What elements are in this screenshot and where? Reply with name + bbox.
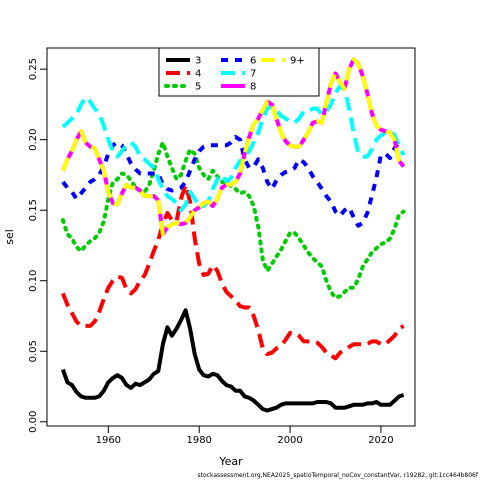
- legend-label: 7: [250, 69, 256, 80]
- legend-label: 8: [250, 82, 256, 93]
- x-tick-label: 2000: [277, 435, 302, 446]
- y-tick-label: 0.20: [28, 129, 39, 151]
- x-axis: 1960 1980 2000 2020: [96, 425, 394, 446]
- legend-label: 5: [195, 82, 201, 93]
- legend: 3 4 5 6 7 8 9+: [158, 47, 320, 97]
- footnote: stockassessment.org,NEA2025_spatioTempor…: [198, 472, 479, 479]
- series-line-5: [60, 140, 406, 300]
- series-layer: [60, 57, 406, 413]
- y-axis-title: sel: [3, 229, 16, 245]
- x-tick-label: 1960: [96, 435, 121, 446]
- y-tick-label: 0.05: [28, 340, 39, 362]
- series-line-7: [61, 84, 406, 213]
- legend-label: 6: [250, 56, 256, 67]
- legend-label: 3: [195, 56, 201, 67]
- series-line-9-plus: [61, 57, 406, 237]
- series-line-4: [61, 182, 405, 361]
- legend-label: 9+: [290, 56, 305, 67]
- y-axis: 0.00 0.05 0.10 0.15 0.20 0.25: [28, 58, 48, 433]
- y-tick-label: 0.10: [28, 270, 39, 292]
- series-line-3: [61, 308, 405, 413]
- x-tick-label: 2020: [368, 435, 393, 446]
- y-tick-label: 0.25: [28, 58, 39, 80]
- legend-label: 4: [195, 69, 201, 80]
- y-tick-label: 0.15: [28, 199, 39, 221]
- y-tick-label: 0.00: [28, 411, 39, 433]
- x-axis-title: Year: [218, 455, 243, 468]
- x-tick-label: 1980: [186, 435, 211, 446]
